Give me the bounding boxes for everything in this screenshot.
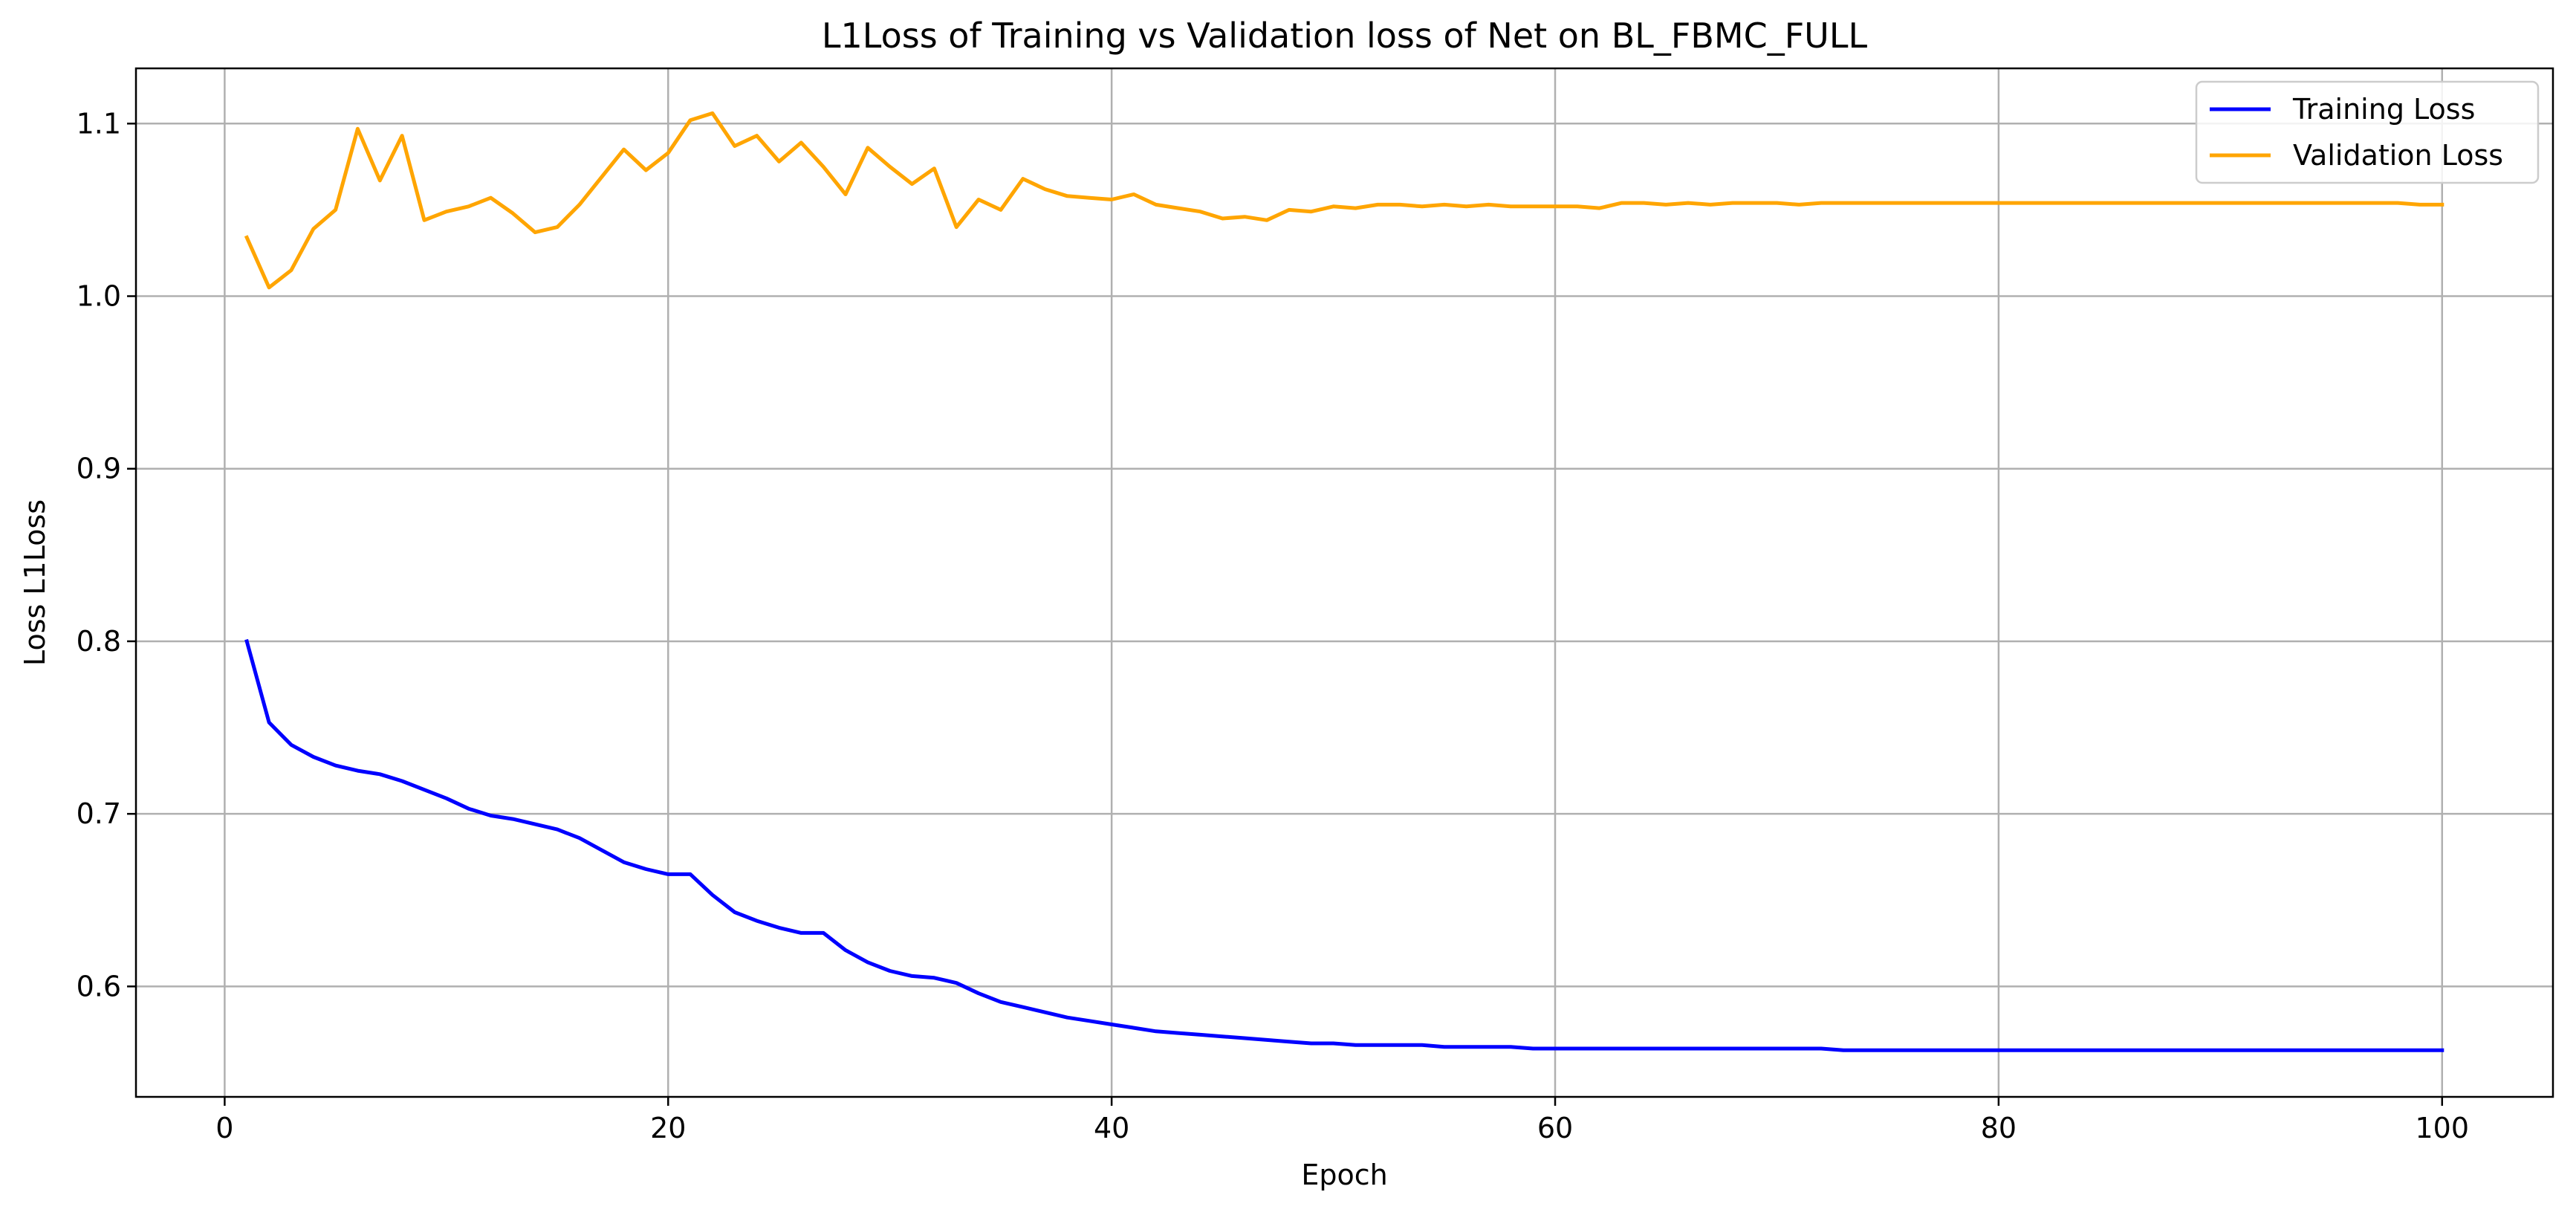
x-axis-label: Epoch <box>1301 1159 1387 1191</box>
legend-label: Training Loss <box>2292 93 2475 126</box>
series-line-training-loss <box>244 638 2444 1052</box>
legend-label: Validation Loss <box>2293 139 2503 172</box>
y-tick-label: 0.8 <box>77 625 121 658</box>
series-line-validation-loss <box>244 111 2444 290</box>
y-axis-label: Loss L1Loss <box>19 499 51 666</box>
y-tick-label: 0.7 <box>77 797 121 830</box>
chart-title: L1Loss of Training vs Validation loss of… <box>822 16 1868 56</box>
legend-box <box>2195 80 2540 184</box>
x-tick-label: 80 <box>1981 1112 2017 1144</box>
x-tick-label: 40 <box>1094 1112 1129 1144</box>
axis-ticks: 0 20 40 60 80 100 0.6 0.7 0.8 0.9 1.0 1.1 <box>77 107 2469 1144</box>
plot-frame <box>134 67 2554 1098</box>
grid-lines <box>136 68 2553 1097</box>
series-lines <box>244 111 2444 1052</box>
y-tick-label: 0.9 <box>77 453 121 485</box>
legend: Training Loss Validation Loss <box>2195 80 2540 184</box>
y-tick-label: 0.6 <box>77 970 121 1002</box>
y-tick-label: 1.1 <box>77 107 121 140</box>
y-tick-label: 1.0 <box>77 280 121 313</box>
x-tick-label: 0 <box>215 1112 233 1144</box>
x-tick-label: 60 <box>1537 1112 1573 1144</box>
x-tick-label: 100 <box>2416 1112 2470 1144</box>
x-tick-label: 20 <box>650 1112 686 1144</box>
